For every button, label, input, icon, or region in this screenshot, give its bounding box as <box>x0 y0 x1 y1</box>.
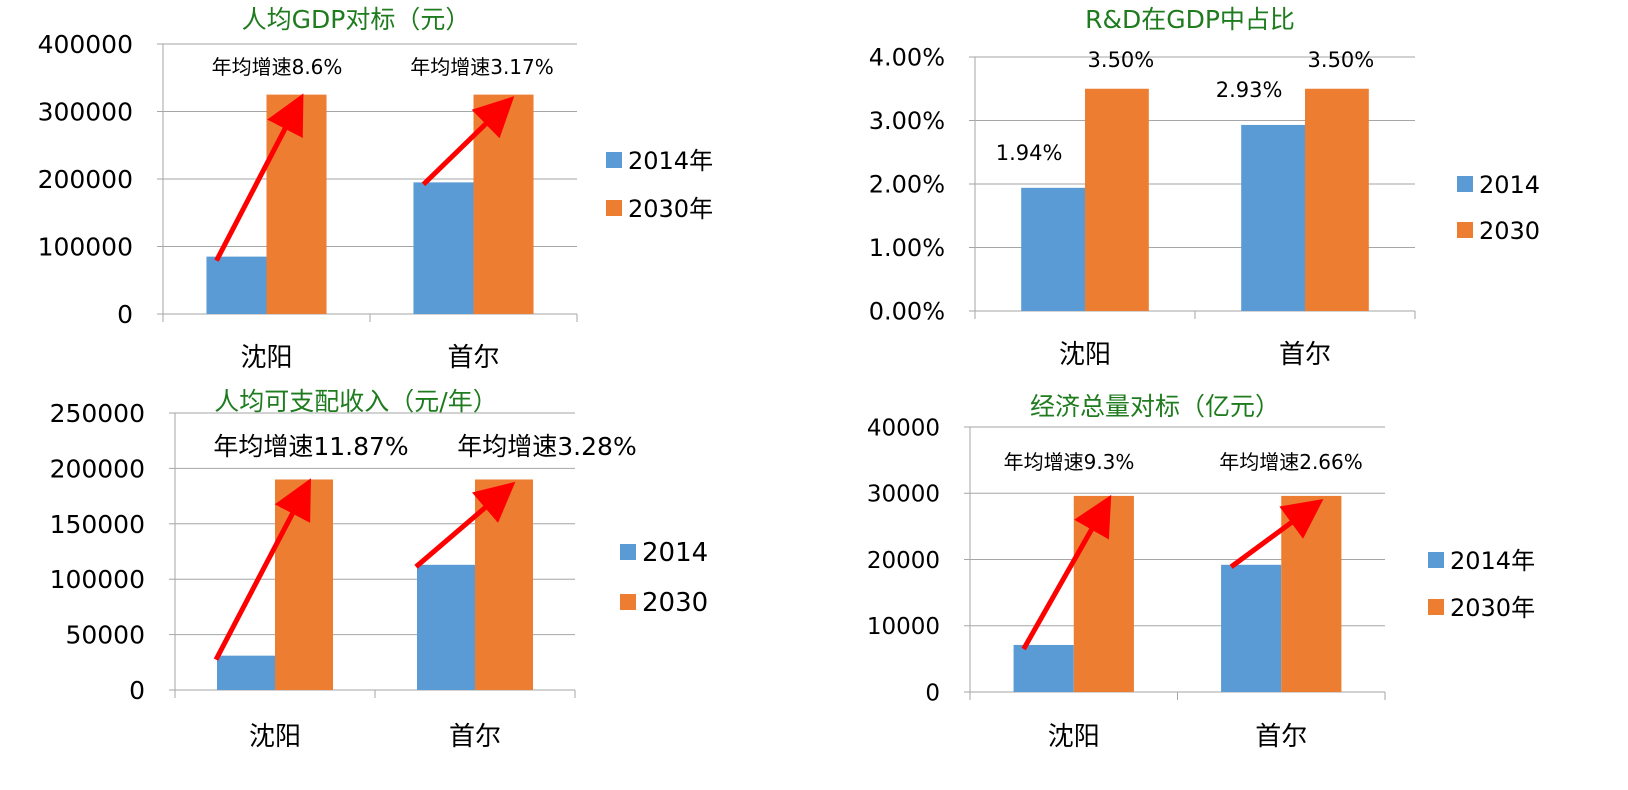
growth-arrow <box>1229 499 1324 569</box>
legend-swatch <box>606 200 622 216</box>
x-category-label: 首尔 <box>447 343 499 373</box>
bar-2014 <box>206 256 267 314</box>
growth-annotation: 年均增速8.6% <box>212 55 343 79</box>
legend-swatch <box>1457 176 1473 192</box>
y-tick-label: 4.00% <box>869 44 945 72</box>
y-tick-label: 3.00% <box>869 107 945 135</box>
y-tick-label: 10000 <box>867 614 940 640</box>
y-tick-label: 20000 <box>867 548 940 574</box>
bar-2014 <box>413 182 474 314</box>
y-tick-label: 100000 <box>50 565 145 594</box>
data-label: 2.93% <box>1216 78 1283 102</box>
chart-3: 250000 200000 150000 100000 50000 0 沈阳 首尔 年均增速11… <box>50 387 709 752</box>
chart-2: 4.00% 3.00% 2.00% 1.00% 0.00% 沈阳 首尔 1.94% 2.93% 3… <box>869 5 1540 370</box>
y-tick-label: 0.00% <box>869 298 945 326</box>
bar-2030 <box>1305 88 1369 311</box>
legend-label: 2030 <box>1479 217 1540 245</box>
y-tick-label: 250000 <box>50 399 145 428</box>
data-label: 1.94% <box>996 141 1063 165</box>
legend-swatch <box>606 152 622 168</box>
growth-annotation: 年均增速11.87% <box>213 432 408 461</box>
legend-label: 2030年 <box>628 195 713 223</box>
y-tick-label: 150000 <box>50 510 145 539</box>
bar-2014 <box>1021 187 1085 311</box>
y-tick-label: 30000 <box>867 482 940 508</box>
bar-2030 <box>275 479 333 690</box>
x-category-label: 沈阳 <box>1048 722 1100 752</box>
bar-2014 <box>417 564 475 690</box>
x-category-label: 沈阳 <box>1059 340 1111 370</box>
x-category-label: 首尔 <box>449 722 501 752</box>
y-tick-label: 0 <box>129 676 145 705</box>
x-category-label: 沈阳 <box>249 722 301 752</box>
y-tick-label: 40000 <box>867 415 940 441</box>
chart-1: 400000 300000 200000 100000 0 沈阳 首尔 年均增速8.6% 年均增… <box>38 5 714 373</box>
y-tick-label: 0 <box>117 300 133 329</box>
legend-swatch <box>620 594 636 610</box>
legend-label: 2014 <box>642 538 708 568</box>
y-tick-label: 100000 <box>38 233 133 262</box>
y-tick-label: 400000 <box>38 30 133 59</box>
bar-2014 <box>1241 124 1305 311</box>
growth-arrow <box>421 96 515 187</box>
y-tick-label: 50000 <box>65 621 145 650</box>
legend-swatch <box>1428 552 1444 568</box>
legend-label: 2030年 <box>1450 594 1535 622</box>
data-label: 3.50% <box>1308 48 1375 72</box>
legend-label: 2014年 <box>1450 547 1535 575</box>
data-label: 3.50% <box>1088 48 1155 72</box>
legend-swatch <box>1428 599 1444 615</box>
growth-arrow <box>1021 494 1112 651</box>
x-category-label: 沈阳 <box>240 343 292 373</box>
bar-2014 <box>217 655 275 690</box>
growth-annotation: 年均增速3.28% <box>457 432 636 461</box>
y-tick-label: 200000 <box>38 165 133 194</box>
y-tick-label: 200000 <box>50 454 145 483</box>
legend-swatch <box>620 544 636 560</box>
growth-arrow <box>414 481 516 569</box>
bar-2030 <box>1073 495 1134 692</box>
y-tick-label: 2.00% <box>869 171 945 199</box>
growth-annotation: 年均增速2.66% <box>1219 450 1363 474</box>
chart-title: 人均GDP对标（元） <box>242 5 471 34</box>
y-tick-label: 0 <box>925 680 940 706</box>
chart-title: 人均可支配收入（元/年） <box>214 387 497 416</box>
chart-4: 40000 30000 20000 10000 0 沈阳 首尔 年均增速9.3% 年均增速2.6… <box>867 392 1535 752</box>
bar-2014 <box>1013 644 1074 692</box>
legend-label: 2030 <box>642 588 708 618</box>
legend-swatch <box>1457 222 1473 238</box>
legend-label: 2014年 <box>628 147 713 175</box>
growth-arrow <box>213 478 311 661</box>
growth-annotation: 年均增速9.3% <box>1004 450 1135 474</box>
bar-2030 <box>266 94 327 314</box>
y-tick-label: 300000 <box>38 98 133 127</box>
bar-2030 <box>1085 88 1149 311</box>
growth-arrow <box>214 93 304 262</box>
legend-label: 2014 <box>1479 171 1540 199</box>
bar-2014 <box>1221 564 1282 692</box>
x-category-label: 首尔 <box>1279 340 1331 370</box>
x-category-label: 首尔 <box>1255 722 1307 752</box>
y-tick-label: 1.00% <box>869 234 945 262</box>
chart-title: R&D在GDP中占比 <box>1085 5 1295 34</box>
chart-title: 经济总量对标（亿元） <box>1030 392 1280 421</box>
growth-annotation: 年均增速3.17% <box>410 55 554 79</box>
